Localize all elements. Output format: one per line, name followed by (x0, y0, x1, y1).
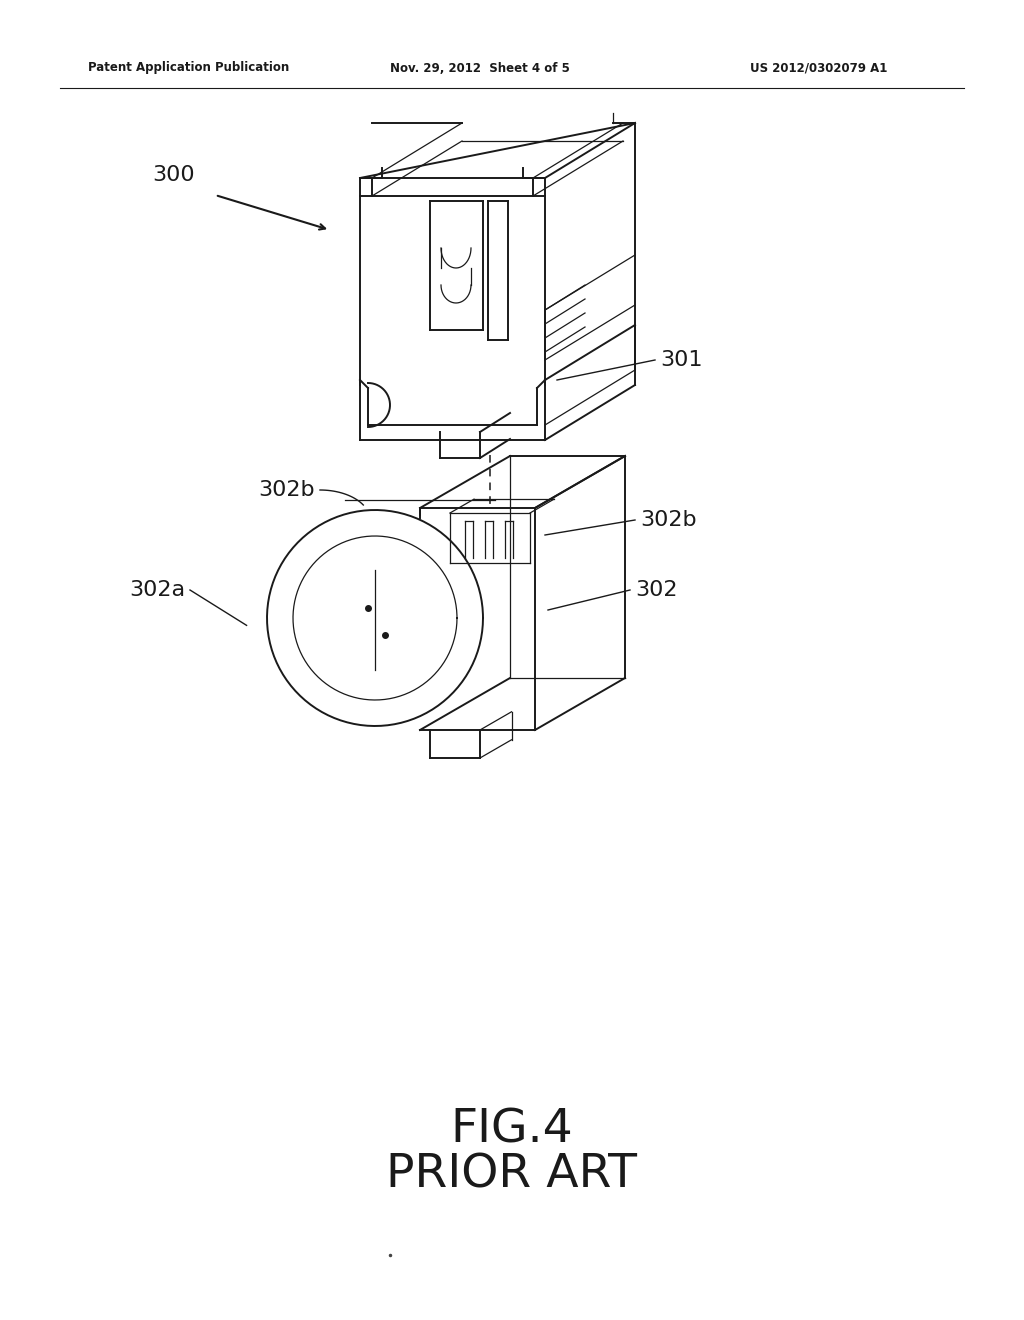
Text: PRIOR ART: PRIOR ART (386, 1152, 638, 1197)
Text: 301: 301 (660, 350, 702, 370)
Text: FIG.4: FIG.4 (451, 1107, 573, 1152)
Text: US 2012/0302079 A1: US 2012/0302079 A1 (750, 62, 888, 74)
Text: Patent Application Publication: Patent Application Publication (88, 62, 289, 74)
Text: 302a: 302a (129, 579, 185, 601)
Text: 300: 300 (153, 165, 195, 185)
Text: 302: 302 (635, 579, 678, 601)
Text: Nov. 29, 2012  Sheet 4 of 5: Nov. 29, 2012 Sheet 4 of 5 (390, 62, 570, 74)
Text: 302b: 302b (640, 510, 696, 531)
Text: 302b: 302b (258, 480, 315, 500)
